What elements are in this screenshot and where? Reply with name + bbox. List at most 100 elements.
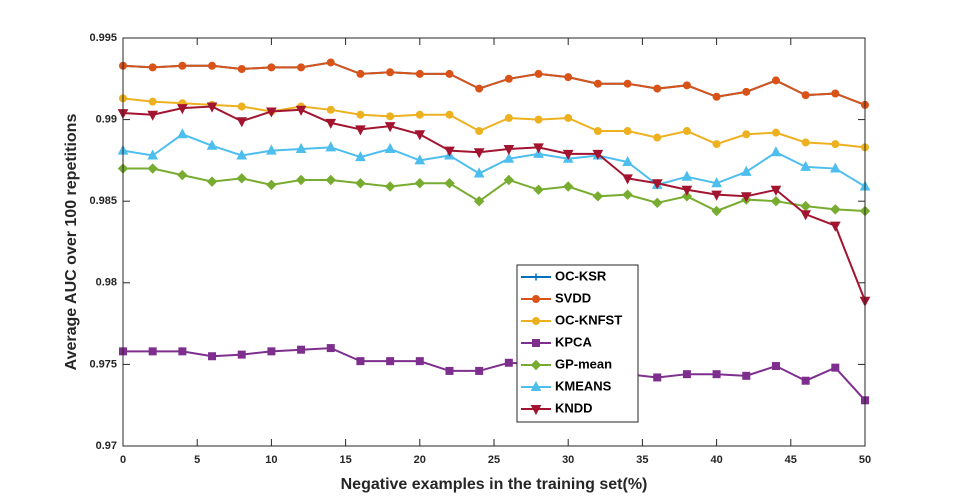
marker xyxy=(652,197,663,209)
marker xyxy=(503,144,515,156)
marker xyxy=(297,345,306,354)
marker xyxy=(386,68,395,77)
marker xyxy=(681,191,693,202)
marker xyxy=(444,178,455,189)
marker xyxy=(532,295,540,303)
marker xyxy=(237,102,246,111)
marker xyxy=(532,273,540,281)
marker xyxy=(533,184,544,195)
x-tick-label: 25 xyxy=(488,454,500,466)
marker xyxy=(770,185,782,196)
marker xyxy=(711,177,722,188)
marker xyxy=(414,130,426,141)
marker xyxy=(147,110,159,121)
x-tick-label: 50 xyxy=(859,454,871,466)
marker xyxy=(564,113,573,122)
legend-label: KPCA xyxy=(555,334,592,349)
marker xyxy=(533,143,544,154)
marker xyxy=(445,366,454,375)
marker xyxy=(356,69,365,78)
marker xyxy=(297,63,306,72)
marker xyxy=(414,154,426,165)
marker xyxy=(356,357,365,366)
legend-label: KMEANS xyxy=(555,378,612,393)
marker xyxy=(206,139,218,150)
legend-label: SVDD xyxy=(555,290,591,305)
marker xyxy=(534,115,543,124)
y-tick-label: 0.99 xyxy=(96,114,117,126)
y-axis-label: Average AUC over 100 repetitions xyxy=(63,114,80,371)
y-tick-label: 0.975 xyxy=(89,358,117,370)
marker xyxy=(267,347,276,356)
marker xyxy=(356,110,365,119)
y-tick-label: 0.97 xyxy=(96,440,117,452)
marker xyxy=(622,174,633,185)
legend-label: GP-mean xyxy=(555,356,612,371)
marker xyxy=(325,174,336,186)
marker xyxy=(237,65,246,74)
line xyxy=(123,167,866,213)
marker xyxy=(831,140,840,149)
marker xyxy=(711,190,722,201)
marker xyxy=(532,317,540,325)
marker xyxy=(237,350,246,359)
marker xyxy=(592,149,604,160)
marker xyxy=(266,107,277,118)
marker xyxy=(147,149,159,160)
x-tick-label: 0 xyxy=(120,454,126,466)
marker xyxy=(504,74,513,83)
y-tick-label: 0.985 xyxy=(89,195,117,207)
marker xyxy=(742,371,751,380)
marker xyxy=(771,128,780,137)
marker xyxy=(326,58,335,67)
marker xyxy=(504,113,513,122)
legend-label: OC-KSR xyxy=(555,268,607,283)
x-tick-label: 10 xyxy=(265,454,277,466)
marker xyxy=(532,339,540,347)
marker xyxy=(206,176,218,187)
x-tick-label: 45 xyxy=(785,454,797,466)
marker xyxy=(445,110,454,119)
marker xyxy=(653,133,662,142)
marker xyxy=(653,373,662,382)
x-tick-label: 15 xyxy=(339,454,351,466)
y-tick-label: 0.995 xyxy=(89,32,117,44)
marker xyxy=(295,174,307,186)
marker xyxy=(681,185,693,196)
marker xyxy=(208,61,217,70)
marker xyxy=(147,163,158,174)
x-tick-label: 35 xyxy=(636,454,648,466)
marker xyxy=(326,344,335,353)
marker xyxy=(177,169,188,181)
marker xyxy=(530,405,542,416)
marker xyxy=(415,110,424,119)
marker xyxy=(414,178,426,189)
marker xyxy=(384,181,396,192)
marker xyxy=(653,84,662,93)
marker xyxy=(593,79,602,88)
marker xyxy=(473,195,485,207)
marker xyxy=(148,63,157,72)
marker xyxy=(622,189,633,200)
marker xyxy=(177,104,188,115)
marker xyxy=(295,105,307,116)
marker xyxy=(445,69,454,78)
marker xyxy=(771,76,780,85)
marker xyxy=(503,174,515,186)
marker xyxy=(742,87,751,96)
line xyxy=(122,97,866,149)
marker xyxy=(562,149,574,160)
x-axis-label: Negative examples in the training set(%) xyxy=(341,476,648,493)
marker xyxy=(475,84,484,93)
marker xyxy=(415,357,424,366)
marker xyxy=(682,127,691,136)
marker xyxy=(267,63,276,72)
line xyxy=(122,61,866,106)
marker xyxy=(355,125,366,136)
marker xyxy=(325,141,337,152)
marker xyxy=(770,146,782,157)
marker xyxy=(530,359,542,371)
marker xyxy=(326,105,335,114)
marker xyxy=(682,81,691,90)
marker xyxy=(770,195,782,207)
